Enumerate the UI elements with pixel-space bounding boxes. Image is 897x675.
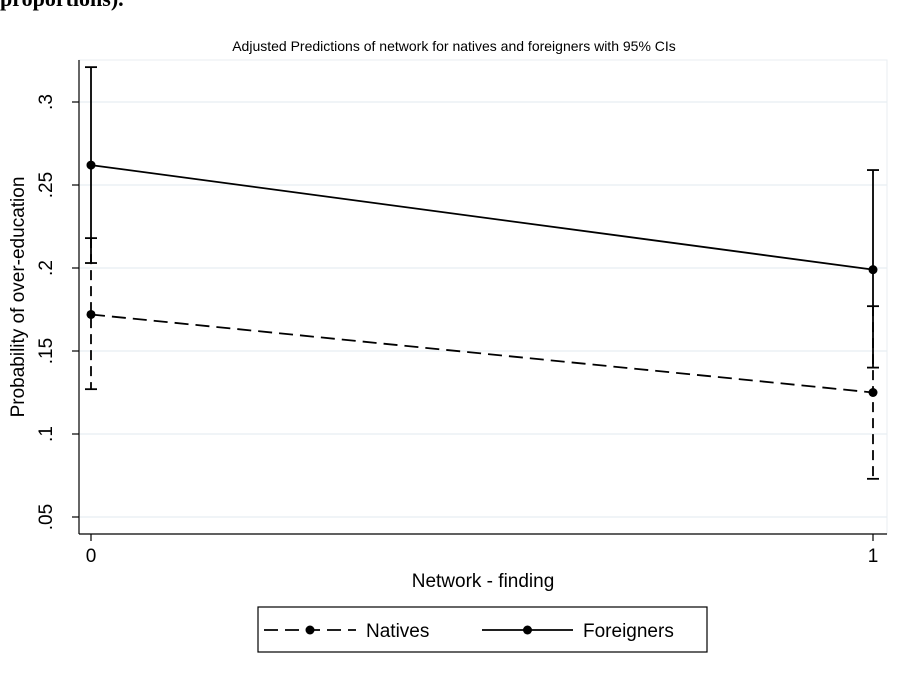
y-ticks: .05 .1 .15 .2 .25 .3 bbox=[36, 94, 79, 530]
foreigners-point bbox=[86, 160, 96, 170]
foreigners-series-line bbox=[90, 164, 874, 271]
y-tick-label: .3 bbox=[36, 94, 57, 110]
legend-foreigners-label: Foreigners bbox=[583, 621, 674, 642]
series-group bbox=[85, 66, 879, 480]
grid bbox=[80, 101, 887, 518]
legend-foreigners-marker bbox=[523, 625, 532, 635]
x-tick-label: 1 bbox=[868, 546, 879, 567]
x-tick-label: 0 bbox=[86, 546, 97, 567]
legend-natives-marker bbox=[305, 625, 315, 635]
legend: Natives Foreigners bbox=[257, 606, 708, 653]
natives-point bbox=[86, 309, 96, 319]
x-axis-label: Network - finding bbox=[412, 571, 555, 592]
y-tick-label: .2 bbox=[36, 260, 57, 276]
y-tick-label: .25 bbox=[36, 172, 57, 198]
document-text-fragment: proportions). bbox=[0, 0, 124, 12]
foreigners-point bbox=[868, 265, 878, 275]
natives-point bbox=[868, 388, 878, 397]
y-tick-label: .05 bbox=[36, 504, 57, 530]
plot-area bbox=[78, 59, 888, 535]
y-tick-label: .1 bbox=[36, 426, 57, 442]
natives-series-line bbox=[90, 313, 874, 394]
legend-natives-label: Natives bbox=[366, 621, 429, 642]
chart-title: Adjusted Predictions of network for nati… bbox=[232, 38, 676, 54]
y-axis-label: Probability of over-education bbox=[8, 177, 29, 418]
y-tick-label: .15 bbox=[36, 338, 57, 364]
